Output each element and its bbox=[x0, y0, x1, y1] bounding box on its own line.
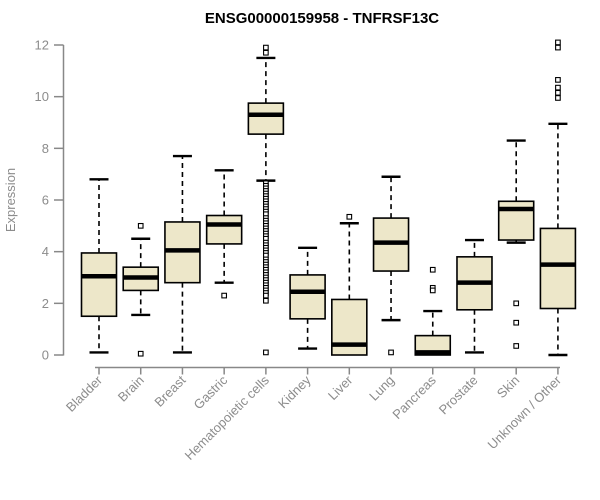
y-tick-label: 6 bbox=[42, 193, 49, 208]
x-tick-label: Bladder bbox=[63, 372, 106, 415]
boxplot-box bbox=[205, 214, 243, 245]
y-tick-label: 0 bbox=[42, 348, 49, 363]
outlier-point bbox=[263, 49, 269, 56]
x-tick-label: Gastric bbox=[191, 372, 231, 412]
outlier-point bbox=[346, 213, 353, 220]
outlier-point bbox=[388, 349, 394, 356]
boxplot-box bbox=[539, 227, 577, 310]
boxplot-box bbox=[247, 102, 285, 135]
y-tick-label: 8 bbox=[42, 141, 49, 156]
outlier-point bbox=[137, 222, 144, 229]
x-tick-label: Unknown / Other bbox=[484, 372, 564, 452]
x-tick-label: Brain bbox=[115, 373, 147, 405]
outlier-point bbox=[513, 343, 520, 349]
outlier-point bbox=[137, 350, 144, 357]
outlier-point bbox=[555, 89, 561, 96]
outlier-point bbox=[513, 300, 520, 307]
x-tick-label: Skin bbox=[494, 373, 522, 401]
x-tick-label: Prostate bbox=[436, 373, 481, 418]
outlier-point bbox=[263, 292, 269, 299]
outlier-point bbox=[555, 39, 561, 46]
outlier-point bbox=[555, 44, 561, 51]
boxplot-box bbox=[80, 252, 118, 318]
x-tick-label: Liver bbox=[325, 372, 356, 403]
outlier-point bbox=[263, 44, 269, 51]
x-tick-label: Pancreas bbox=[389, 372, 439, 422]
boxplot-box bbox=[289, 274, 326, 320]
outlier-point bbox=[429, 266, 436, 273]
x-tick-label: Kidney bbox=[275, 372, 314, 411]
x-tick-label: Breast bbox=[151, 372, 188, 409]
outlier-point bbox=[263, 349, 269, 356]
boxplot-box bbox=[414, 334, 452, 356]
outlier-point bbox=[555, 77, 561, 83]
y-tick-label: 4 bbox=[42, 244, 49, 259]
outlier-point bbox=[555, 84, 561, 91]
outlier-point bbox=[429, 287, 436, 294]
chart-title: ENSG00000159958 - TNFRSF13C bbox=[205, 10, 439, 27]
outlier-point bbox=[263, 297, 269, 304]
outlier-point bbox=[513, 319, 520, 326]
y-axis-label: Expression bbox=[3, 168, 18, 232]
outlier-point bbox=[555, 95, 561, 101]
y-tick-label: 2 bbox=[42, 296, 49, 311]
y-tick-label: 12 bbox=[35, 38, 49, 53]
y-tick-label: 10 bbox=[35, 89, 49, 104]
x-tick-label: Lung bbox=[366, 373, 397, 404]
outlier-point bbox=[221, 292, 228, 299]
